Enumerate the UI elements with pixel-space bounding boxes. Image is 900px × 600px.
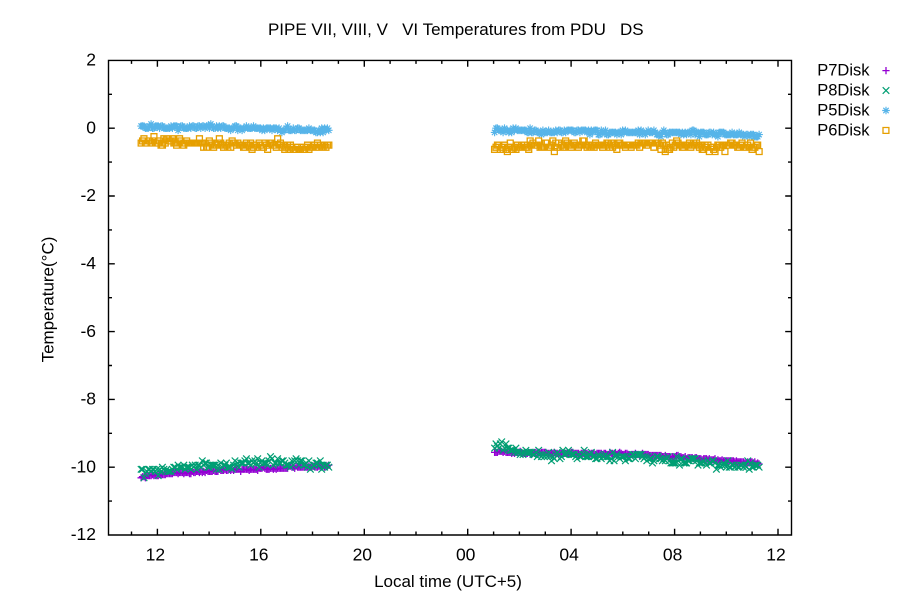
svg-text:2: 2 — [86, 50, 96, 70]
svg-text:0: 0 — [86, 117, 96, 137]
svg-text:P6Disk: P6Disk — [817, 121, 870, 139]
svg-text:12: 12 — [766, 544, 785, 564]
svg-text:-4: -4 — [80, 253, 96, 273]
svg-text:16: 16 — [249, 544, 268, 564]
svg-text:20: 20 — [353, 544, 373, 564]
svg-text:12: 12 — [146, 544, 165, 564]
svg-text:P7Disk: P7Disk — [817, 61, 870, 79]
svg-text:-12: -12 — [71, 524, 96, 544]
svg-text:-6: -6 — [80, 321, 96, 341]
svg-text:08: 08 — [663, 544, 682, 564]
svg-text:-2: -2 — [80, 185, 96, 205]
svg-text:-10: -10 — [71, 456, 97, 476]
svg-text:PIPE VII, VIII, V VI Tempera: PIPE VII, VIII, V VI Temperatures from P… — [268, 20, 644, 39]
svg-text:P5Disk: P5Disk — [817, 101, 870, 119]
svg-text:00: 00 — [456, 544, 476, 564]
svg-text:04: 04 — [559, 544, 579, 564]
svg-text:Temperature(°C): Temperature(°C) — [39, 237, 58, 363]
svg-text:-8: -8 — [80, 389, 96, 409]
svg-text:Local time (UTC+5): Local time (UTC+5) — [374, 572, 522, 591]
svg-text:P8Disk: P8Disk — [817, 81, 870, 99]
